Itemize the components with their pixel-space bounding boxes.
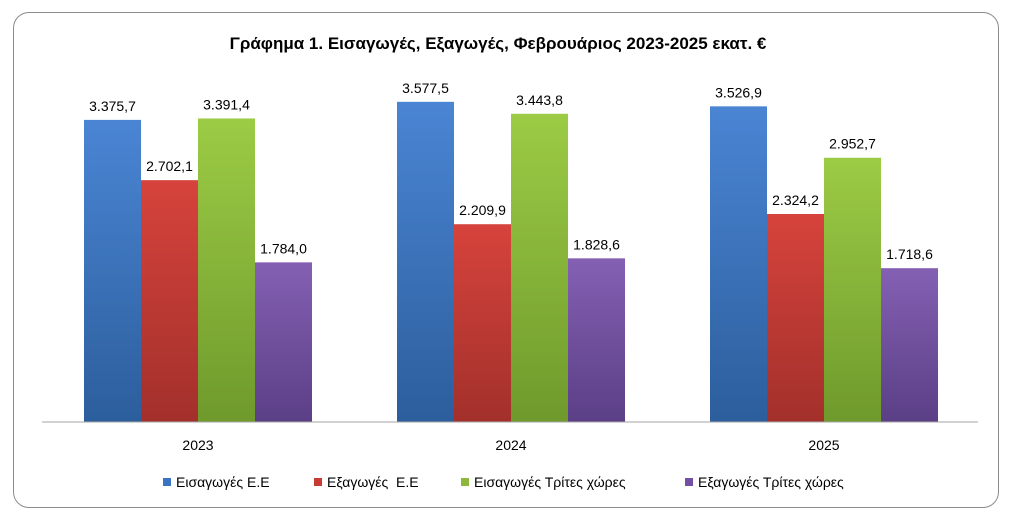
data-label-2023-series-4: 1.784,0 xyxy=(260,240,307,256)
bar-2024-series-3 xyxy=(511,113,568,422)
data-label-2025-series-3: 2.952,7 xyxy=(829,136,876,152)
legend-label-series-1: Εισαγωγές Ε.Ε xyxy=(176,474,270,490)
bar-2024-series-1 xyxy=(397,101,454,422)
data-label-2023-series-2: 2.702,1 xyxy=(146,158,193,174)
bar-2024-series-2 xyxy=(454,224,511,422)
bar-2023-series-2 xyxy=(141,180,198,422)
x-tick-label-2024: 2024 xyxy=(495,437,526,453)
bar-2023-series-1 xyxy=(84,119,141,422)
data-label-2024-series-2: 2.209,9 xyxy=(459,202,506,218)
legend-swatch-series-4 xyxy=(685,478,693,486)
legend-swatch-series-2 xyxy=(314,478,322,486)
data-label-2024-series-3: 3.443,8 xyxy=(516,92,563,108)
bar-2025-series-4 xyxy=(881,268,938,422)
x-tick-label-2023: 2023 xyxy=(182,437,213,453)
data-label-2025-series-4: 1.718,6 xyxy=(886,246,933,262)
data-label-2025-series-2: 2.324,2 xyxy=(772,192,819,208)
legend-swatch-series-3 xyxy=(461,478,469,486)
data-label-2023-series-3: 3.391,4 xyxy=(203,96,250,112)
bar-2023-series-4 xyxy=(255,262,312,422)
legend-swatch-series-1 xyxy=(163,478,171,486)
bar-2025-series-2 xyxy=(767,213,824,422)
data-label-2024-series-1: 3.577,5 xyxy=(402,80,449,96)
legend-label-series-3: Εισαγωγές Τρίτες χώρες xyxy=(474,474,626,490)
data-label-2025-series-1: 3.526,9 xyxy=(715,84,762,100)
bar-2025-series-3 xyxy=(824,157,881,423)
bar-2025-series-1 xyxy=(710,106,767,422)
bars-group: 3.375,7 2.702,1 3.391,4 1.784,0 3.577,5 2.209… xyxy=(84,80,938,423)
bar-2023-series-3 xyxy=(198,118,255,423)
bar-2024-series-4 xyxy=(568,258,625,422)
legend-label-series-2: Εξαγωγές Ε.Ε xyxy=(327,474,419,490)
data-label-2023-series-1: 3.375,7 xyxy=(89,98,136,114)
chart-title: Γράφημα 1. Εισαγωγές, Εξαγωγές, Φεβρουάρ… xyxy=(230,34,767,53)
legend: Εισαγωγές Ε.Ε Εξαγωγές Ε.Ε Εισαγωγές Τρίτε… xyxy=(163,474,844,490)
x-tick-label-2025: 2025 xyxy=(808,437,839,453)
data-label-2024-series-4: 1.828,6 xyxy=(573,236,620,252)
legend-label-series-4: Εξαγωγές Τρίτες χώρες xyxy=(698,474,844,490)
x-axis-labels: 2023 2024 2025 xyxy=(182,437,839,453)
